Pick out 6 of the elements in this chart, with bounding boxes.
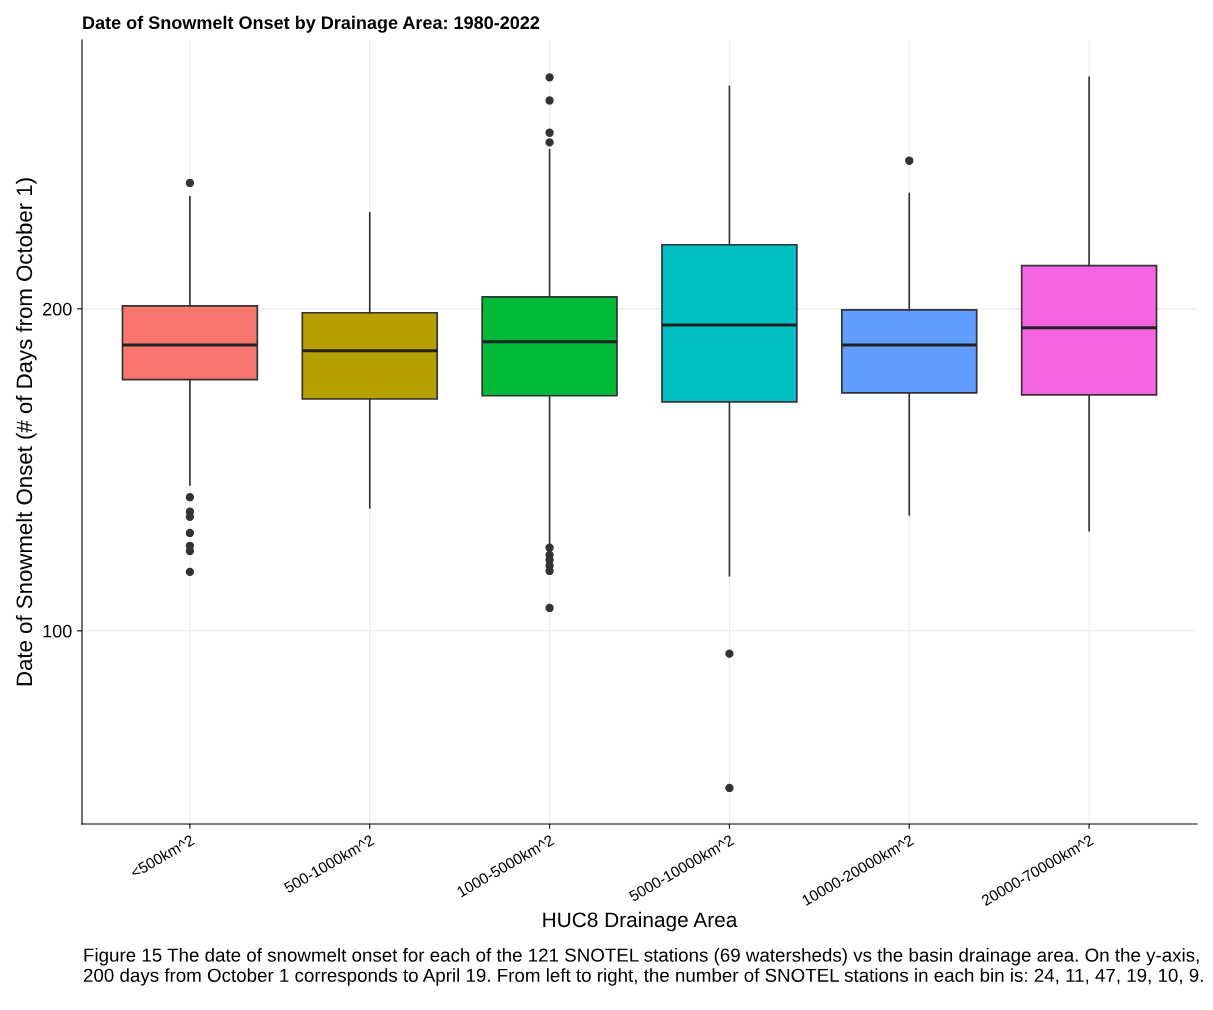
chart-title: Date of Snowmelt Onset by Drainage Area: 1980-2022 xyxy=(83,15,540,33)
caption: Figure 15 The date of snowmelt onset for each of the 121 SNOTEL stations (69 watersheds) vs the basin drainage area. On the y-axis, 200 days from October 1 corresponds to April 19. From left to right, the number of SNOTEL stations in each bin is: 24, 11, 47, 19, 10, 9. xyxy=(83,948,1203,986)
y-tick-label: 200 xyxy=(43,302,72,316)
y-axis-title: Date of Snowmelt Onset (# of Days from October 1) xyxy=(15,178,37,686)
y-tick-label: 100 xyxy=(43,624,72,638)
x-axis-title: HUC8 Drainage Area xyxy=(543,911,738,932)
